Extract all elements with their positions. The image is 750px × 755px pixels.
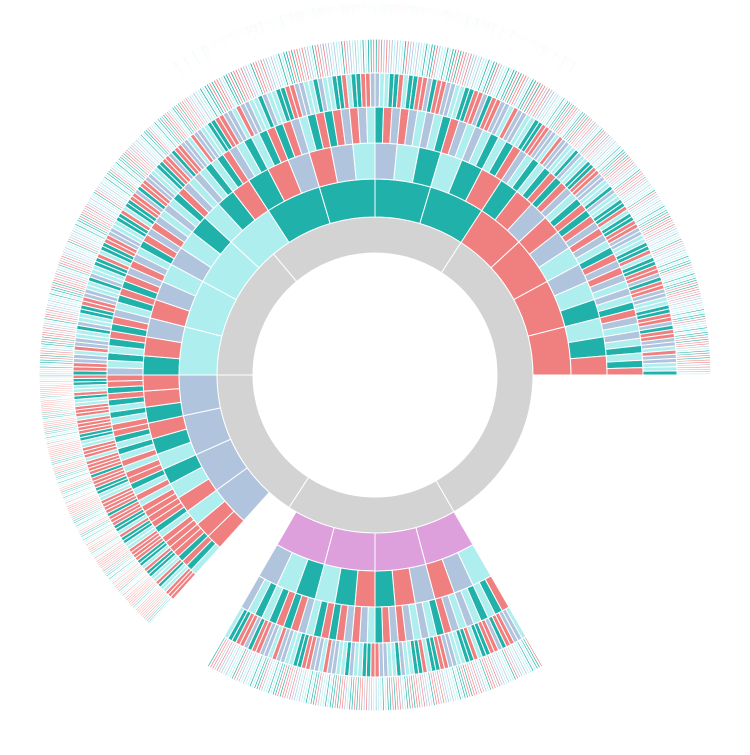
sector-top-level3 — [366, 107, 375, 143]
sector-right-level5 — [677, 371, 711, 373]
sector-left-level5 — [39, 375, 73, 376]
sector-right-level5 — [677, 373, 711, 375]
sector-left-level2 — [143, 375, 179, 391]
sector-left-level3 — [107, 375, 143, 381]
sector-top-level6 — [374, 3, 375, 39]
sector-top-level5 — [375, 39, 377, 73]
sector-top-level4 — [370, 73, 375, 107]
sector-bottom-level5 — [373, 677, 375, 711]
sector-bottom-level5 — [375, 677, 377, 711]
sector-bottom-level5 — [370, 677, 372, 711]
sector-right-level6 — [711, 374, 747, 375]
sector-bottom-level1 — [375, 528, 426, 571]
sector-bottom-level2 — [375, 570, 395, 607]
sector-left-level5 — [39, 377, 73, 379]
sector-bottom-level6 — [375, 711, 376, 747]
sector-right-level3 — [607, 368, 643, 375]
sector-top-level5 — [370, 39, 372, 73]
sector-bottom-level4 — [375, 643, 379, 677]
sector-upper-left-level5 — [39, 371, 73, 373]
sector-top-level5 — [367, 39, 369, 73]
sector-right-level5 — [677, 368, 711, 370]
sector-right-level4 — [643, 371, 677, 375]
sector-bottom-level5 — [380, 677, 382, 711]
sector-top-level5 — [373, 39, 375, 73]
sector-upper-left-level5 — [39, 373, 73, 375]
sector-left-level4 — [73, 375, 107, 379]
sector-left-level1 — [179, 375, 220, 416]
sector-top-level5 — [378, 39, 380, 73]
sector-bottom-level5 — [378, 677, 380, 711]
sector-right-level1 — [528, 327, 571, 375]
sector-bottom-level3 — [375, 607, 383, 643]
sector-top-level1 — [319, 179, 375, 224]
sector-top-level2 — [353, 143, 375, 180]
sector-right-level2 — [570, 356, 607, 375]
